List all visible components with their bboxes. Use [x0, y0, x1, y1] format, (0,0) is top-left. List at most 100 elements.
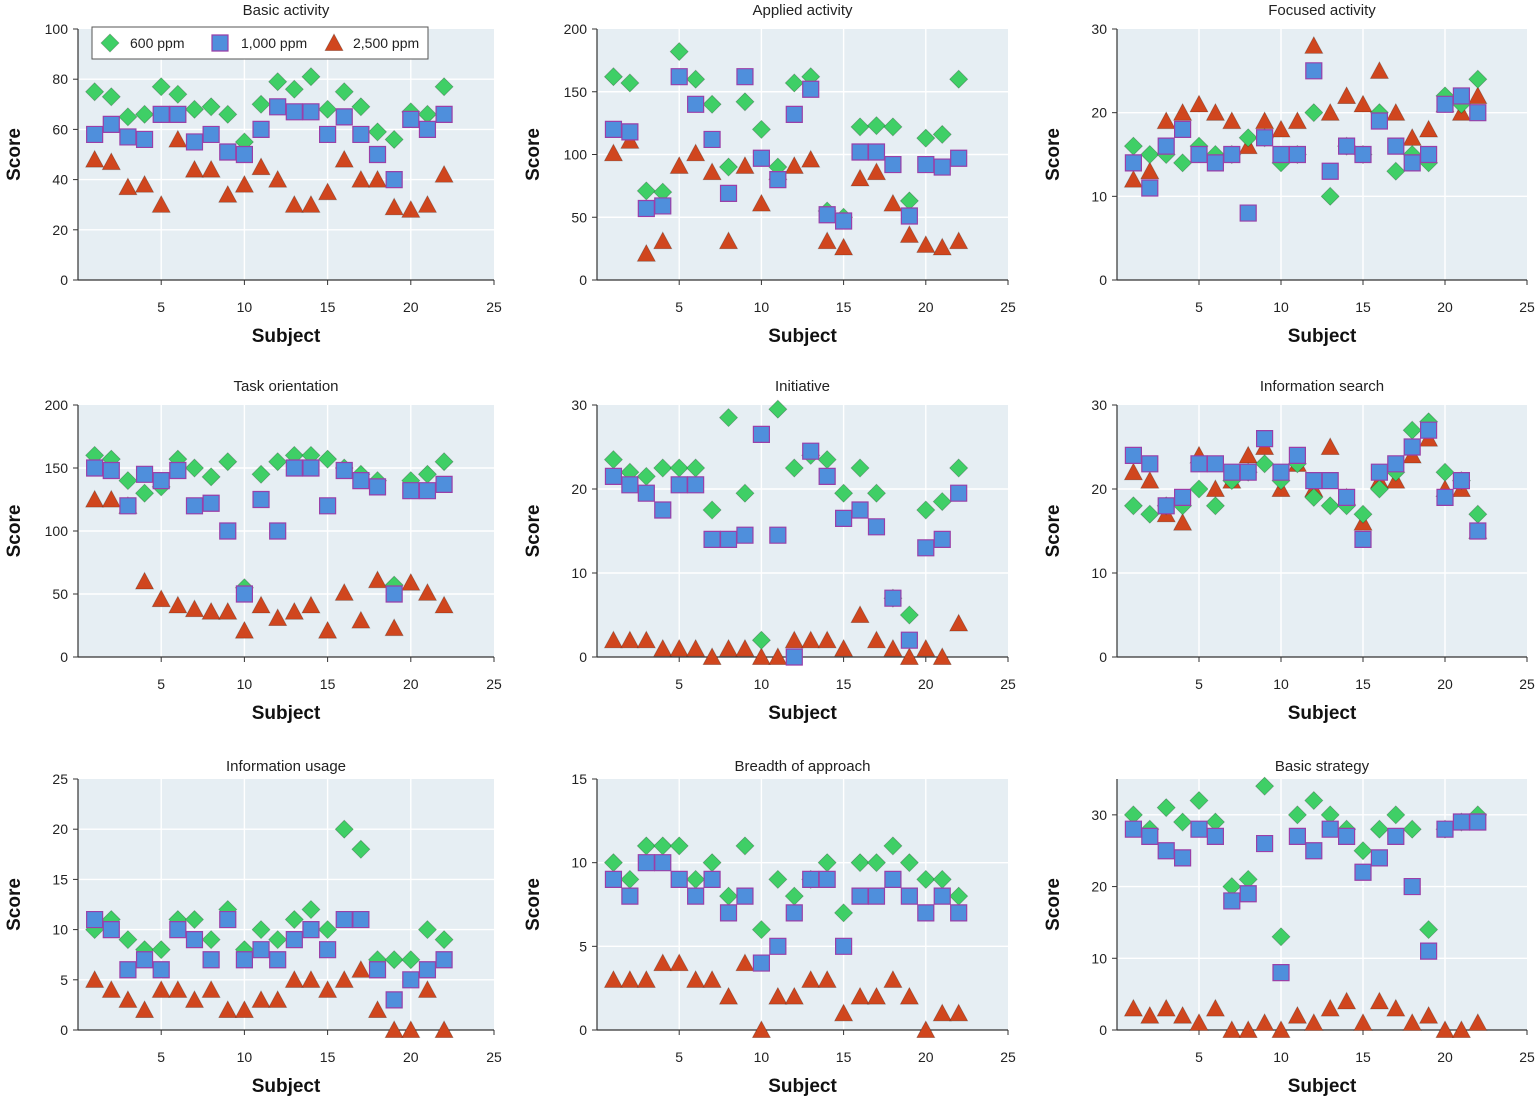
point-2500-subject-7 [1222, 1020, 1242, 1039]
point-1000-subject-13 [1321, 472, 1339, 490]
point-600-subject-21 [932, 124, 952, 144]
point-600-subject-21 [417, 920, 438, 940]
point-1000-subject-8 [1239, 204, 1257, 222]
point-2500-subject-17 [866, 986, 887, 1005]
point-600-subject-1 [603, 67, 624, 87]
point-1000-subject-22 [950, 484, 968, 502]
x-tick-label: 15 [1355, 299, 1371, 315]
point-1000-subject-13 [285, 459, 303, 477]
point-600-subject-11 [1287, 805, 1307, 825]
point-1000-subject-7 [1223, 892, 1241, 910]
point-2500-subject-22 [434, 595, 454, 614]
point-2500-subject-17 [866, 162, 887, 181]
point-1000-subject-16 [1370, 463, 1388, 481]
x-tick-label: 10 [237, 676, 253, 692]
y-tick-label: 20 [1091, 105, 1107, 121]
point-1000-subject-5 [152, 472, 170, 490]
point-600-subject-9 [218, 452, 238, 472]
point-2500-subject-19 [1418, 119, 1439, 138]
point-2500-subject-4 [653, 953, 673, 972]
point-1000-subject-7 [185, 931, 204, 949]
series-2500-ppm [603, 605, 969, 666]
point-1000-subject-6 [169, 105, 187, 123]
point-2500-subject-15 [1353, 1012, 1373, 1031]
point-1000-subject-22 [950, 149, 968, 167]
y-axis-label: Score [523, 505, 544, 558]
y-axis-label: Score [523, 878, 544, 931]
point-2500-subject-13 [1320, 998, 1340, 1017]
x-axis-label: Subject [768, 703, 837, 724]
point-600-subject-15 [318, 920, 338, 940]
panel-initiative: 0 10 20 30 5 10 15 20 25 Initiative Subject Score [523, 378, 1016, 724]
point-600-subject-11 [251, 94, 271, 114]
y-tick-label: 150 [564, 84, 588, 100]
point-1000-subject-9 [736, 887, 754, 905]
point-2500-subject-6 [1205, 479, 1226, 498]
point-600-subject-18 [367, 122, 388, 142]
point-2500-subject-19 [899, 647, 920, 666]
x-tick-label: 5 [157, 1049, 165, 1065]
point-2500-subject-5 [151, 194, 171, 213]
point-1000-subject-18 [1403, 877, 1421, 896]
point-2500-subject-21 [417, 979, 438, 998]
point-600-subject-22 [949, 458, 969, 478]
point-2500-subject-16 [850, 605, 870, 624]
point-1000-subject-20 [1436, 820, 1454, 838]
point-600-subject-4 [134, 483, 155, 503]
point-1000-subject-12 [269, 98, 287, 116]
point-2500-subject-14 [1336, 991, 1357, 1010]
point-2500-subject-2 [101, 489, 121, 508]
point-1000-subject-16 [335, 108, 353, 126]
point-1000-subject-10 [752, 954, 770, 972]
x-tick-label: 25 [1000, 676, 1016, 692]
point-2500-subject-12 [784, 630, 804, 649]
panel-focused-activity: 0 10 20 30 5 10 15 20 25 Focused activity Subject S… [1043, 2, 1535, 347]
point-1000-subject-1 [86, 125, 104, 144]
point-600-subject-7 [702, 500, 722, 520]
point-600-subject-22 [1468, 69, 1488, 89]
point-1000-subject-8 [202, 125, 220, 144]
point-2500-subject-20 [916, 1020, 936, 1039]
point-2500-subject-14 [301, 595, 321, 614]
point-2500-subject-21 [417, 582, 438, 601]
point-1000-subject-9 [219, 143, 237, 161]
x-tick-label: 25 [486, 299, 502, 315]
point-600-subject-8 [718, 408, 739, 428]
point-1000-subject-14 [818, 870, 836, 888]
point-2500-subject-14 [817, 630, 837, 649]
point-600-subject-16 [1369, 479, 1389, 499]
point-2500-subject-20 [1435, 1020, 1455, 1039]
point-2500-subject-20 [401, 572, 421, 591]
point-600-subject-22 [949, 69, 969, 89]
point-600-subject-17 [1386, 161, 1406, 181]
point-1000-subject-11 [1288, 145, 1306, 164]
point-2500-subject-18 [1402, 127, 1422, 146]
point-2500-subject-12 [268, 608, 288, 626]
series-1000-ppm [1124, 62, 1487, 222]
x-tick-label: 15 [1355, 676, 1371, 692]
point-1000-subject-10 [752, 149, 770, 167]
point-2500-subject-6 [168, 979, 188, 998]
point-1000-subject-15 [319, 497, 337, 515]
point-1000-subject-13 [802, 442, 820, 460]
point-600-subject-9 [735, 836, 755, 856]
point-2500-subject-10 [1271, 1020, 1291, 1039]
point-600-subject-17 [866, 853, 887, 873]
x-tick-label: 5 [675, 676, 683, 692]
point-1000-subject-14 [818, 206, 836, 224]
point-600-subject-17 [351, 97, 371, 117]
point-1000-subject-17 [352, 125, 370, 144]
point-2500-subject-2 [1140, 1005, 1160, 1024]
x-tick-label: 15 [836, 299, 852, 315]
point-1000-subject-9 [1256, 430, 1274, 448]
point-2500-subject-22 [434, 164, 454, 183]
x-tick-label: 20 [1437, 676, 1453, 692]
point-2500-subject-20 [916, 638, 936, 657]
point-1000-subject-11 [252, 941, 270, 959]
point-1000-subject-8 [719, 530, 738, 548]
panel-title: Task orientation [233, 378, 338, 395]
point-1000-subject-2 [1141, 455, 1159, 473]
panel-title: Information usage [226, 758, 346, 775]
point-1000-subject-13 [1321, 820, 1339, 838]
point-1000-subject-12 [269, 522, 287, 540]
